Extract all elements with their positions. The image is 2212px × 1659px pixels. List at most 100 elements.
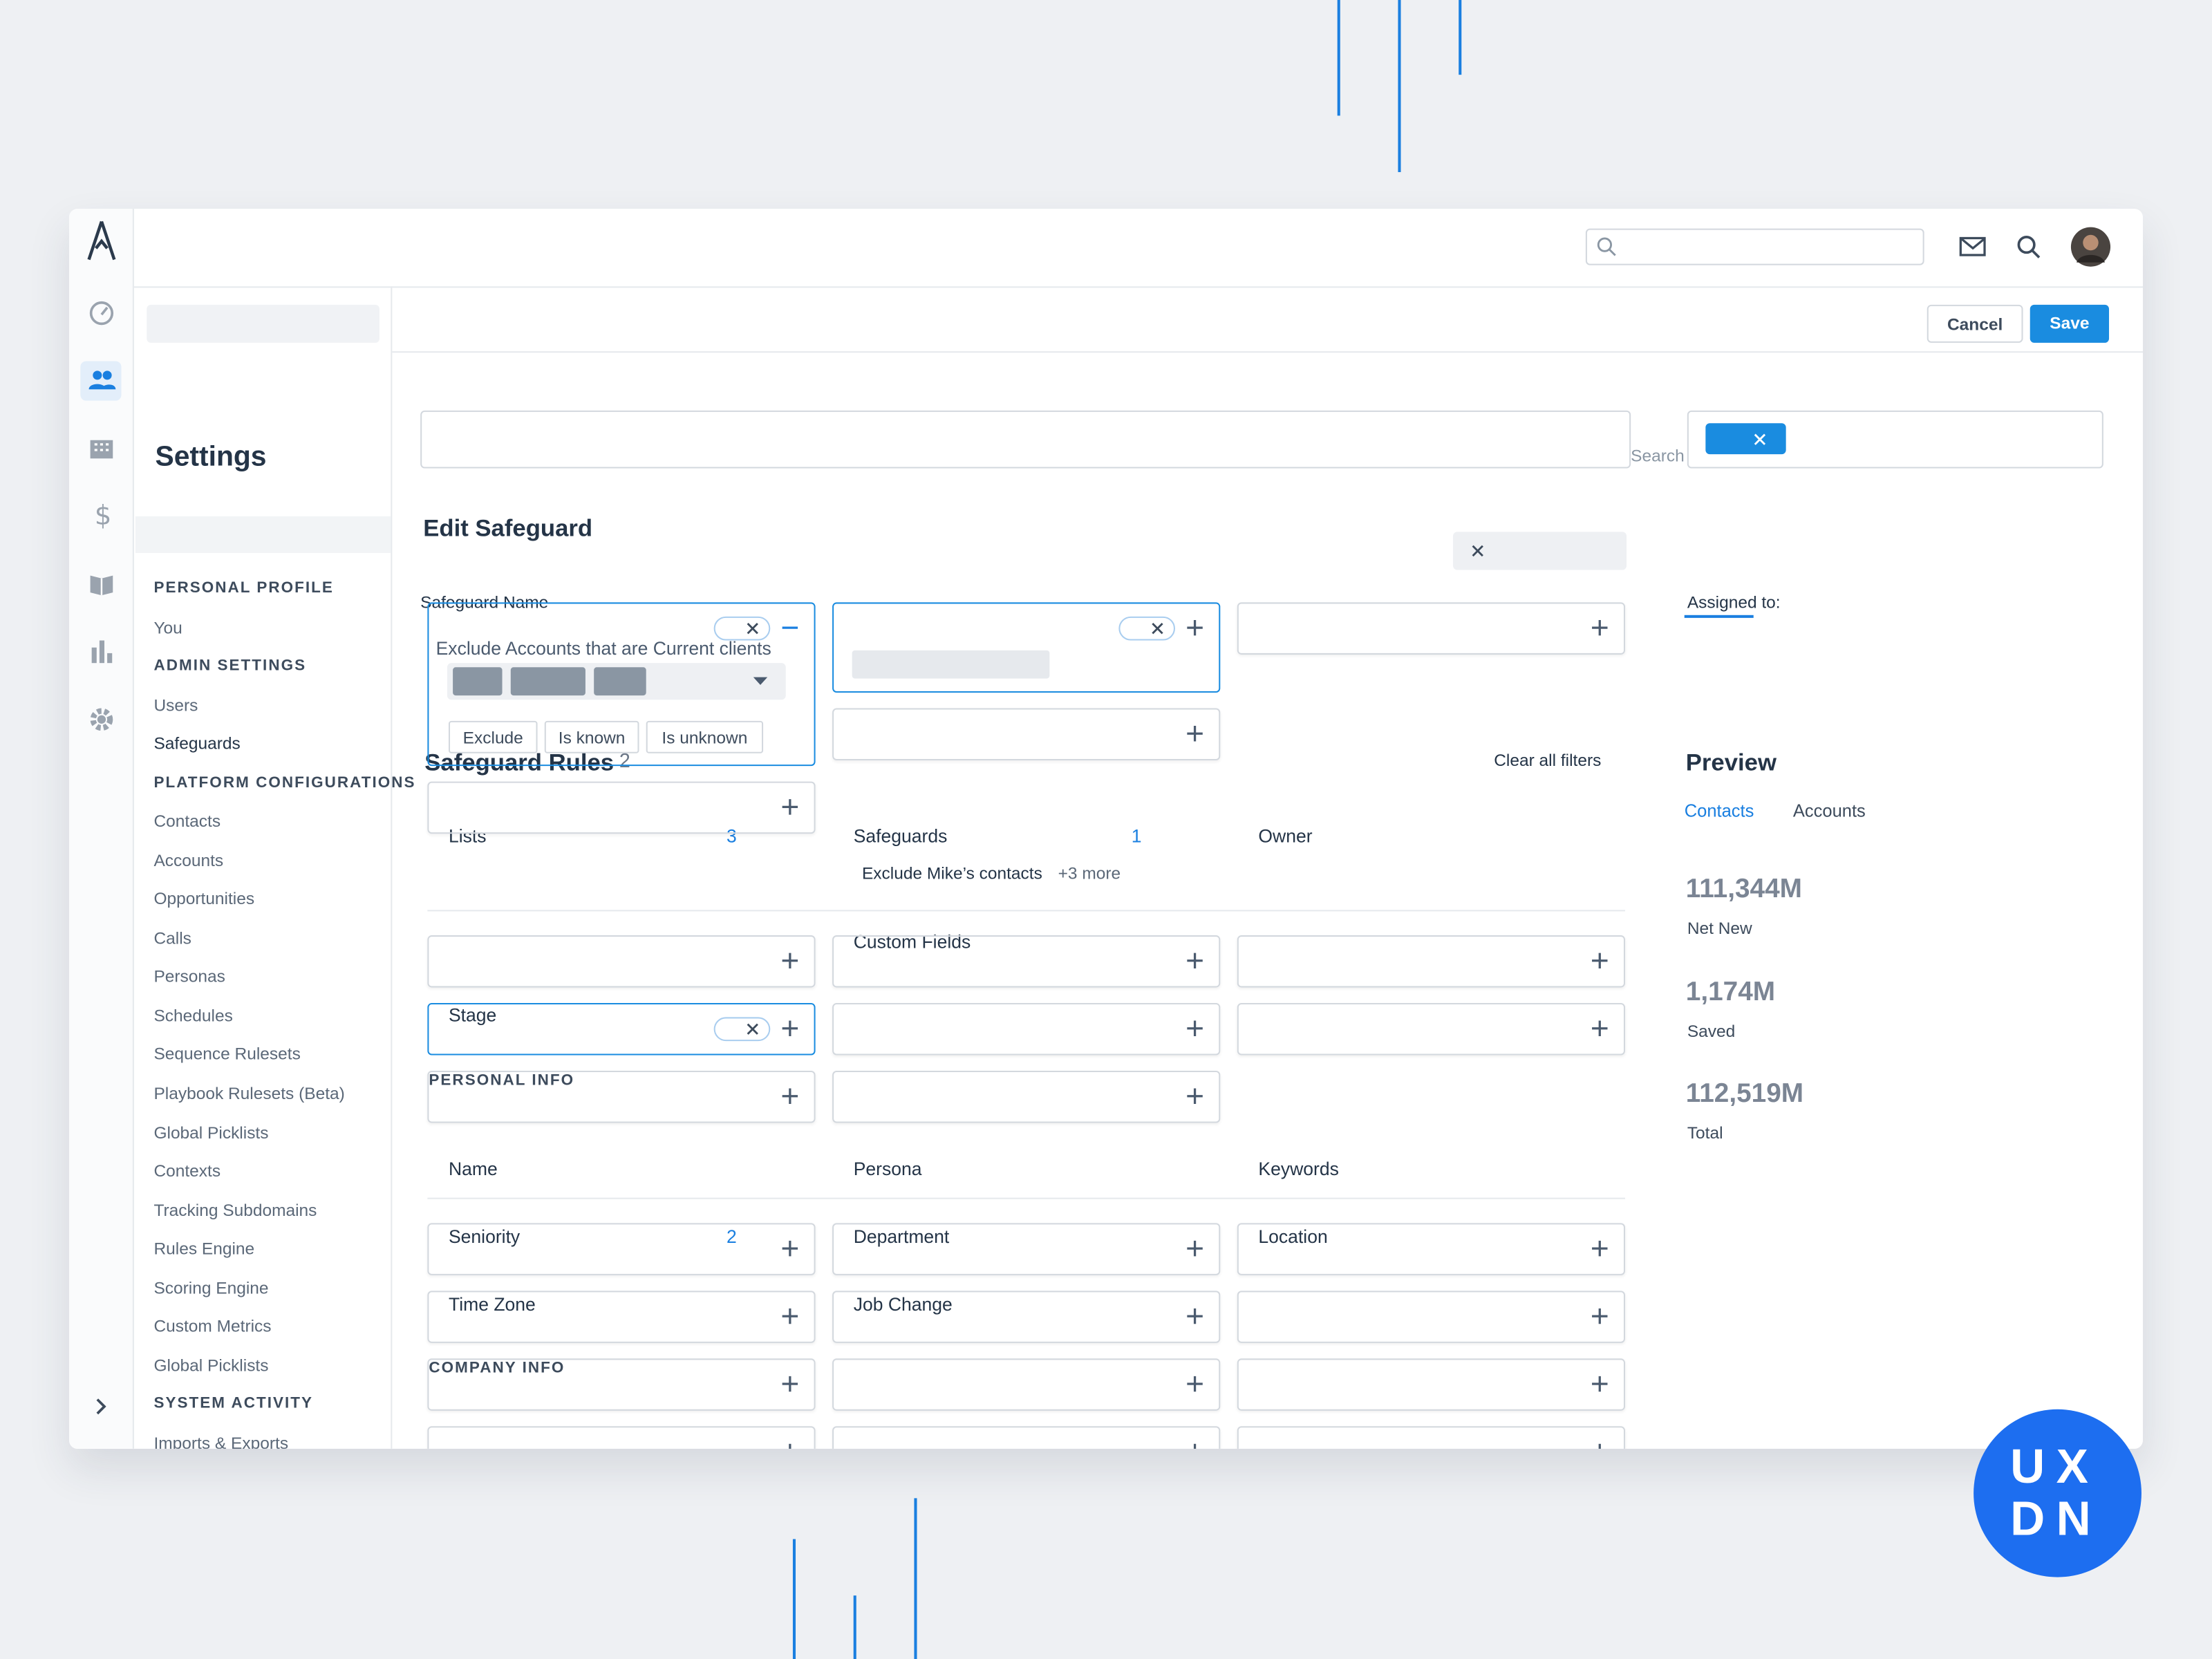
add-icon[interactable] (782, 1240, 798, 1257)
sidebar-item[interactable]: Contexts (153, 1161, 221, 1181)
sidebar-item[interactable]: Tracking Subdomains (153, 1199, 317, 1220)
filter[interactable] (427, 602, 816, 767)
sidebar-item[interactable]: Personas (153, 966, 225, 987)
filter[interactable] (832, 1291, 1221, 1343)
sidebar-item[interactable]: Playbook Rulesets (Beta) (153, 1083, 345, 1103)
filter[interactable] (427, 1426, 816, 1449)
assigned-input[interactable] (1687, 410, 2103, 469)
sidebar-item[interactable]: Global Picklists (153, 1122, 269, 1143)
nav-icon[interactable] (88, 368, 116, 394)
sidebar-item[interactable]: Schedules (153, 1005, 233, 1026)
filter[interactable] (1237, 1426, 1626, 1449)
preview-tab[interactable]: Contacts (1684, 801, 1754, 821)
save-button[interactable]: Save (2030, 304, 2110, 343)
nav-icon[interactable]: $ (89, 500, 115, 532)
sidebar-item[interactable]: Global Picklists (153, 1355, 269, 1376)
filter[interactable] (832, 708, 1221, 760)
nav-icon[interactable] (89, 572, 115, 597)
add-icon[interactable] (1591, 1020, 1608, 1037)
cancel-button[interactable]: Cancel (1927, 304, 2023, 343)
name-input[interactable] (420, 410, 1631, 469)
expand-icon[interactable] (95, 1398, 109, 1415)
add-icon[interactable] (782, 1020, 798, 1037)
remove-icon[interactable] (1754, 433, 1766, 446)
remove-icon[interactable] (747, 622, 759, 635)
filter[interactable] (832, 1426, 1221, 1449)
settings-search[interactable] (147, 304, 379, 343)
nav-icon[interactable] (89, 436, 115, 462)
sidebar-item[interactable]: Scoring Engine (153, 1277, 269, 1297)
sidebar-item[interactable]: Users (153, 695, 198, 715)
mail-icon[interactable] (1959, 236, 1987, 257)
add-icon[interactable] (782, 953, 798, 969)
add-icon[interactable] (782, 1308, 798, 1324)
add-icon[interactable] (1186, 1376, 1203, 1392)
add-icon[interactable] (1591, 1308, 1608, 1324)
add-icon[interactable] (782, 1087, 798, 1104)
add-icon[interactable] (1186, 1020, 1203, 1037)
filter[interactable] (832, 935, 1221, 988)
filter[interactable] (1237, 1291, 1626, 1343)
filter[interactable] (832, 1358, 1221, 1411)
add-icon[interactable] (1186, 619, 1203, 636)
filter[interactable] (1237, 1223, 1626, 1275)
remove-icon[interactable] (1151, 622, 1163, 635)
filter[interactable] (832, 1003, 1221, 1056)
search-icon[interactable] (2017, 236, 2041, 260)
add-icon[interactable] (1591, 1443, 1608, 1449)
list-option[interactable]: Is known (544, 720, 639, 753)
sidebar-item[interactable]: Calls (153, 928, 191, 948)
filter[interactable] (1237, 1358, 1626, 1411)
sidebar-item[interactable]: Sequence Rulesets (153, 1044, 301, 1065)
sidebar-item[interactable]: Contacts (153, 811, 221, 832)
filter[interactable] (427, 1003, 816, 1056)
add-icon[interactable] (1186, 1308, 1203, 1324)
dropdown-caret[interactable] (753, 677, 768, 686)
assigned-tag[interactable] (1705, 423, 1786, 455)
sidebar-item[interactable]: Opportunities (153, 889, 255, 909)
filter[interactable] (1237, 935, 1626, 988)
add-icon[interactable] (1186, 1443, 1203, 1449)
nav-icon[interactable] (89, 301, 115, 326)
search-box[interactable] (1585, 228, 1924, 265)
filter[interactable] (832, 1223, 1221, 1275)
add-icon[interactable] (782, 1376, 798, 1392)
avatar[interactable] (2070, 227, 2111, 267)
add-icon[interactable] (1186, 1240, 1203, 1257)
nav-icon[interactable] (89, 706, 115, 732)
remove-icon[interactable] (747, 1023, 759, 1035)
add-icon[interactable] (1591, 1240, 1608, 1257)
add-icon[interactable] (1591, 953, 1608, 969)
filter[interactable] (427, 1358, 816, 1411)
sidebar-item[interactable]: You (153, 617, 182, 637)
list-option[interactable]: Exclude (448, 720, 538, 753)
sidebar-item[interactable]: Custom Metrics (153, 1316, 272, 1337)
add-icon[interactable] (782, 1443, 798, 1449)
icon-rail (68, 209, 134, 1449)
filter[interactable] (832, 1070, 1221, 1123)
filter[interactable] (832, 602, 1221, 693)
sidebar-item[interactable]: Imports & Exports (153, 1433, 289, 1449)
sidebar-item[interactable]: Accounts (153, 850, 224, 870)
sidebar-item[interactable]: Rules Engine (153, 1239, 255, 1259)
add-icon[interactable] (1186, 1087, 1203, 1104)
preview-tab[interactable]: Accounts (1792, 801, 1866, 821)
filter[interactable] (427, 1291, 816, 1343)
add-icon[interactable] (1186, 725, 1203, 742)
add-icon[interactable] (782, 798, 798, 815)
filter[interactable] (1237, 602, 1626, 655)
deco-line (1337, 0, 1340, 116)
sidebar-item[interactable]: Safeguards (153, 733, 241, 754)
nav-icon[interactable] (89, 639, 115, 664)
clear-filters-button[interactable] (1453, 532, 1627, 570)
add-icon[interactable] (1591, 1376, 1608, 1392)
list-option[interactable]: Is unknown (646, 720, 764, 753)
add-icon[interactable] (1186, 953, 1203, 969)
add-icon[interactable] (1591, 619, 1608, 636)
filter[interactable] (427, 781, 816, 834)
filter[interactable] (427, 935, 816, 988)
filter[interactable] (427, 1223, 816, 1275)
collapse-icon[interactable] (782, 619, 798, 636)
filter[interactable] (1237, 1003, 1626, 1056)
filter[interactable] (427, 1070, 816, 1123)
